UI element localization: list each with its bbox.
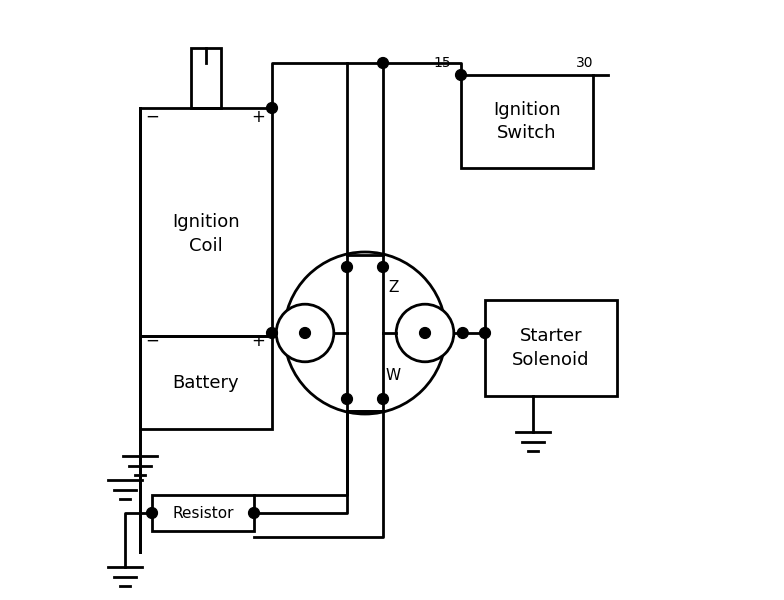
Circle shape: [342, 394, 352, 404]
Text: W: W: [386, 367, 401, 383]
Circle shape: [147, 508, 158, 518]
Circle shape: [457, 328, 468, 338]
Circle shape: [284, 252, 446, 414]
Text: Ignition
Coil: Ignition Coil: [172, 213, 240, 255]
Text: 15: 15: [434, 56, 451, 70]
Circle shape: [378, 58, 388, 68]
Circle shape: [276, 304, 334, 362]
Circle shape: [419, 328, 430, 338]
Circle shape: [267, 103, 278, 113]
Text: Ignition
Switch: Ignition Switch: [493, 101, 561, 142]
Text: 30: 30: [575, 56, 593, 70]
Text: +: +: [251, 332, 265, 350]
Text: Resistor: Resistor: [172, 505, 234, 520]
Text: −: −: [145, 108, 158, 126]
Circle shape: [480, 328, 491, 338]
Text: −: −: [145, 332, 158, 350]
Text: Z: Z: [388, 280, 398, 295]
Circle shape: [299, 328, 310, 338]
Circle shape: [267, 328, 278, 338]
Circle shape: [342, 262, 352, 272]
Circle shape: [378, 394, 388, 404]
Circle shape: [456, 70, 466, 80]
Circle shape: [378, 262, 388, 272]
Text: +: +: [251, 108, 265, 126]
Circle shape: [249, 508, 260, 518]
Circle shape: [396, 304, 454, 362]
Text: Battery: Battery: [172, 373, 239, 391]
Text: Starter
Solenoid: Starter Solenoid: [512, 327, 590, 369]
